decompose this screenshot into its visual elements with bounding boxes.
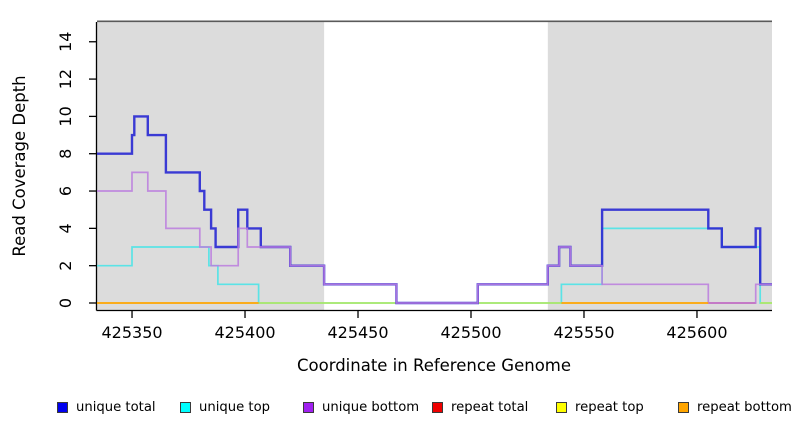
legend-item-repeat-top: repeat top: [556, 396, 644, 418]
legend-swatch-icon: [57, 401, 68, 413]
legend-label: repeat top: [575, 399, 644, 415]
legend-swatch-icon: [432, 401, 443, 413]
shaded-repeat-regions: [97, 22, 772, 310]
legend-item-repeat-bottom: repeat bottom: [678, 396, 792, 418]
legend-item-unique-top: unique top: [180, 396, 270, 418]
x-tick-label: 425400: [214, 323, 275, 342]
legend-swatch-icon: [180, 401, 191, 413]
x-tick-label: 425500: [440, 323, 501, 342]
y-tick-label: 8: [56, 149, 75, 159]
legend-label: unique bottom: [322, 399, 420, 415]
legend-label: unique top: [199, 399, 271, 415]
legend-swatch-icon: [678, 401, 689, 413]
legend-label: repeat total: [451, 399, 529, 415]
x-tick-label: 425350: [101, 323, 162, 342]
y-tick-label: 4: [56, 223, 75, 233]
legend-swatch-icon: [556, 401, 567, 413]
x-axis-title: Coordinate in Reference Genome: [297, 356, 571, 375]
y-tick-label: 10: [56, 106, 75, 126]
legend-label: repeat bottom: [697, 399, 792, 415]
legend-item-unique-bottom: unique bottom: [303, 396, 419, 418]
legend-item-unique-total: unique total: [57, 396, 156, 418]
x-tick-label: 425450: [327, 323, 388, 342]
legend-swatch-icon: [303, 401, 314, 413]
y-tick-label: 14: [56, 32, 75, 52]
y-tick-label: 6: [56, 186, 75, 196]
axes: 425350 425400 425450 425500 425550 425600 0 2 4 6…: [56, 22, 772, 342]
y-tick-label: 0: [56, 298, 75, 308]
repeat-region-shading: [547, 22, 772, 310]
series-lines: [97, 115, 772, 305]
x-tick-label: 425550: [553, 323, 614, 342]
legend: unique total unique top unique bottom repea…: [0, 396, 792, 422]
legend-label: unique total: [76, 399, 156, 415]
y-tick-label: 12: [56, 69, 75, 89]
series-line-unique-bottom: [97, 171, 772, 304]
y-tick-label: 2: [56, 261, 75, 271]
y-axis-title: Read Coverage Depth: [10, 75, 29, 256]
legend-item-repeat-total: repeat total: [432, 396, 528, 418]
x-tick-label: 425600: [666, 323, 727, 342]
